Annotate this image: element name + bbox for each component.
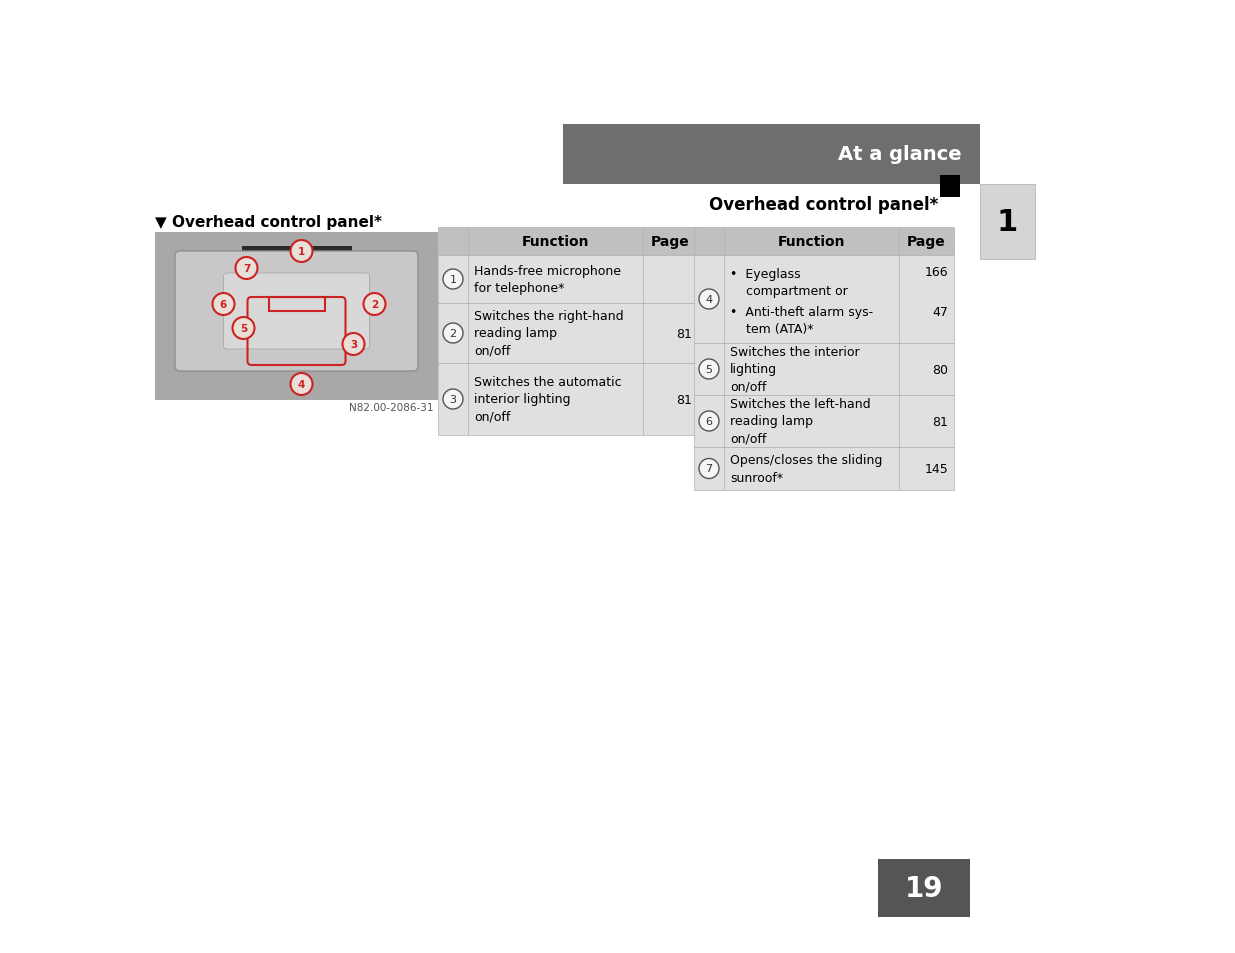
Text: Hands-free microphone
for telephone*: Hands-free microphone for telephone* — [474, 265, 621, 294]
Text: Switches the interior
lighting
on/off: Switches the interior lighting on/off — [730, 346, 860, 394]
Text: 2: 2 — [370, 299, 378, 310]
Bar — [438, 304, 698, 364]
Text: 4: 4 — [705, 294, 713, 305]
Text: At a glance: At a glance — [839, 146, 962, 164]
Bar — [156, 233, 438, 400]
FancyBboxPatch shape — [224, 274, 369, 350]
Bar — [694, 228, 953, 255]
Text: 6: 6 — [220, 299, 227, 310]
Text: 5: 5 — [240, 324, 247, 334]
Circle shape — [363, 294, 385, 315]
Text: 1: 1 — [450, 274, 457, 285]
Text: Page: Page — [651, 234, 690, 249]
Text: Opens/closes the sliding
sunroof*: Opens/closes the sliding sunroof* — [730, 454, 882, 484]
Text: 2: 2 — [450, 329, 457, 338]
Bar — [563, 125, 981, 185]
Circle shape — [699, 412, 719, 432]
Text: Function: Function — [521, 234, 589, 249]
Bar — [981, 185, 1035, 260]
Text: Switches the right-hand
reading lamp
on/off: Switches the right-hand reading lamp on/… — [474, 310, 624, 357]
Text: Function: Function — [778, 234, 845, 249]
Circle shape — [443, 324, 463, 344]
Bar — [694, 395, 953, 448]
Bar — [940, 175, 960, 198]
Text: 81: 81 — [932, 416, 948, 428]
Text: N82.00-2086-31: N82.00-2086-31 — [348, 402, 433, 413]
Text: 47: 47 — [932, 306, 948, 318]
Text: •  Anti-theft alarm sys-
    tem (ATA)*: • Anti-theft alarm sys- tem (ATA)* — [730, 306, 873, 336]
Circle shape — [443, 390, 463, 410]
Text: 80: 80 — [932, 363, 948, 376]
Text: ▼ Overhead control panel*: ▼ Overhead control panel* — [156, 214, 382, 230]
Text: 81: 81 — [676, 393, 692, 406]
Text: 19: 19 — [905, 874, 944, 902]
Bar — [438, 228, 698, 255]
Text: 3: 3 — [350, 339, 357, 350]
Text: 145: 145 — [924, 462, 948, 476]
Text: 3: 3 — [450, 395, 457, 405]
Bar — [694, 344, 953, 395]
Text: Overhead control panel*: Overhead control panel* — [709, 195, 939, 213]
Circle shape — [290, 374, 312, 395]
Bar — [438, 364, 698, 436]
Circle shape — [342, 334, 364, 355]
Text: 6: 6 — [705, 416, 713, 427]
Bar — [268, 297, 325, 312]
Circle shape — [290, 241, 312, 263]
Text: •  Eyeglass
    compartment or: • Eyeglass compartment or — [730, 268, 847, 298]
Bar — [438, 255, 698, 304]
Circle shape — [699, 459, 719, 479]
Bar — [242, 247, 352, 269]
Text: 7: 7 — [705, 464, 713, 474]
Text: 166: 166 — [924, 266, 948, 278]
Text: Switches the left-hand
reading lamp
on/off: Switches the left-hand reading lamp on/o… — [730, 397, 871, 446]
Circle shape — [212, 294, 235, 315]
Text: 1: 1 — [997, 208, 1018, 236]
Bar — [694, 255, 953, 344]
Text: 1: 1 — [298, 247, 305, 256]
Bar — [878, 859, 969, 917]
Circle shape — [699, 359, 719, 379]
Bar — [694, 448, 953, 491]
Text: 7: 7 — [243, 264, 251, 274]
Text: 5: 5 — [705, 365, 713, 375]
Text: 81: 81 — [676, 327, 692, 340]
Circle shape — [232, 317, 254, 339]
Text: 4: 4 — [298, 379, 305, 390]
Text: Page: Page — [908, 234, 946, 249]
Circle shape — [443, 270, 463, 290]
Circle shape — [699, 290, 719, 310]
Text: Switches the automatic
interior lighting
on/off: Switches the automatic interior lighting… — [474, 375, 621, 423]
FancyBboxPatch shape — [175, 252, 417, 372]
Circle shape — [236, 257, 258, 280]
